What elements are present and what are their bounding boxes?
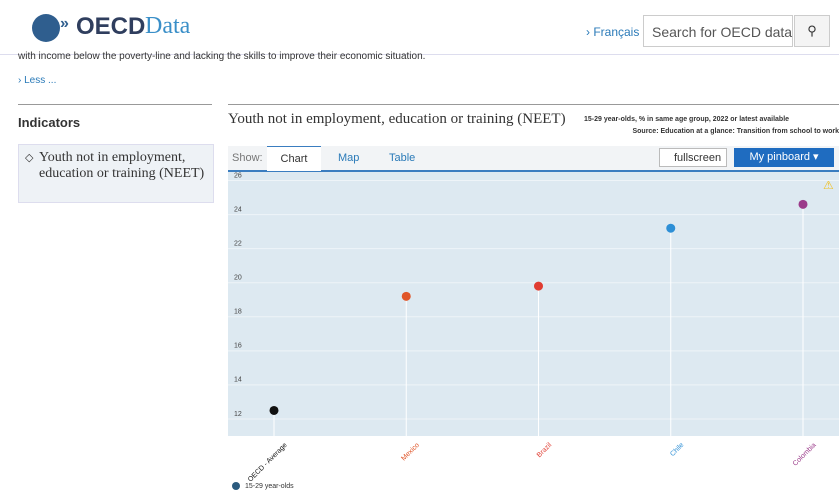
y-tick-label: 18 [234,309,242,316]
y-tick-label: 12 [234,411,242,418]
header: » OECD Data › Français Search for OECD d… [0,0,839,55]
fullscreen-button[interactable]: fullscreen [659,148,727,167]
point [534,281,543,291]
tab[interactable]: Chart [267,146,321,171]
legend-swatch [232,482,240,490]
tab[interactable]: Map [338,152,360,164]
x-tick-label: Mexico [400,442,421,463]
pinboard-button[interactable]: My pinboard ▾ [734,148,834,167]
tab[interactable]: Table [389,152,416,164]
divider [228,104,839,105]
logo-mark: » [60,15,69,32]
x-tick-label: OECD - Average [247,442,289,484]
pinboard-label[interactable]: My pinboard [749,151,810,163]
y-tick-label: 22 [234,240,242,247]
logo-globe [32,14,60,42]
y-tick-label: 24 [234,206,242,213]
divider [18,104,212,105]
x-tick-label: Colombia [792,442,818,468]
x-tick-label: Brazil [536,441,554,459]
sidebar-heading: Indicators [18,115,81,130]
legend-label: 15-29 year-olds [245,483,294,490]
point [401,291,411,301]
chart: ⚠ 12 14 16 18 20 22 24 26 OECD - Average Mexico Br… [228,172,839,490]
y-tick-label: 26 [234,172,242,179]
intro-text: with income below the poverty-line and l… [18,51,426,62]
show-label: Show: [232,152,263,164]
logo-suffix: Data [145,13,191,39]
panel-source: Source: Education at a glance: Transitio… [632,128,839,135]
point [798,199,808,209]
item-icon: ◇ [25,152,34,164]
toolbar: Show: Chart Map Table fullscreen My pinb… [228,146,839,172]
panel-subtitle: 15-29 year-olds, % in same age group, 20… [584,116,790,123]
panel-title: Youth not in employment, education or tr… [228,111,566,127]
logo-text: OECD [76,13,146,40]
search-button[interactable]: ⚲ [794,15,830,47]
sidebar-item[interactable]: Youth not in employment, education or tr… [39,150,205,181]
y-tick-label: 20 [234,275,242,282]
sidebar-item-box[interactable]: ◇ Youth not in employment, education or … [18,144,214,203]
y-tick-label: 16 [234,343,242,350]
plot-background [228,172,839,436]
point [269,405,279,415]
language-link[interactable]: › Français [586,25,640,39]
warning-icon: ⚠ [823,178,834,192]
x-tick-label: Chile [669,442,685,458]
less-link[interactable]: › Less ... [18,75,57,86]
search-input[interactable]: Search for OECD data [643,15,793,47]
point [666,223,676,233]
y-tick-label: 14 [234,377,242,384]
